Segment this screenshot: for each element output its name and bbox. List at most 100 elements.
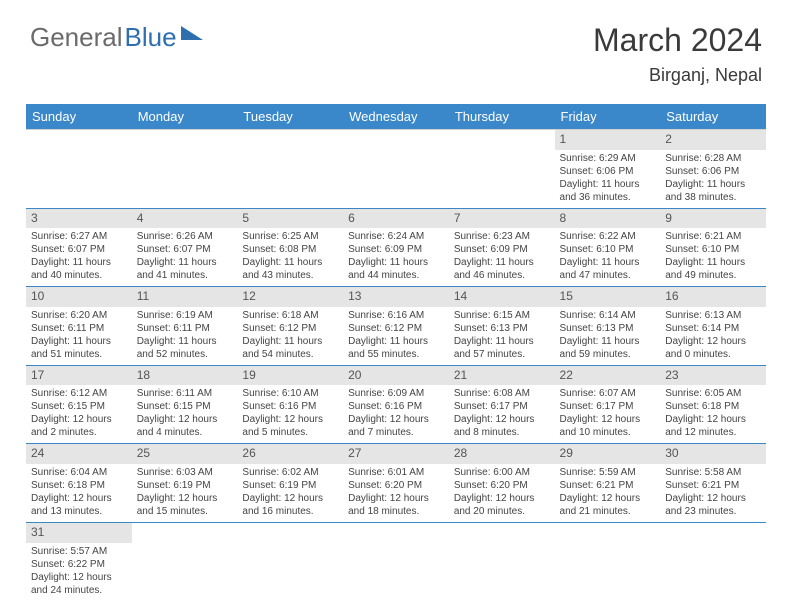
day-d1: Daylight: 12 hours — [665, 335, 761, 348]
day-cell — [237, 130, 343, 209]
day-d1: Daylight: 12 hours — [242, 492, 338, 505]
day-d2: and 54 minutes. — [242, 348, 338, 361]
day-cell — [449, 522, 555, 600]
day-d2: and 43 minutes. — [242, 269, 338, 282]
day-cell — [343, 522, 449, 600]
day-ss: Sunset: 6:20 PM — [348, 479, 444, 492]
day-number: 12 — [237, 287, 343, 307]
day-d2: and 51 minutes. — [31, 348, 127, 361]
day-cell: 10Sunrise: 6:20 AMSunset: 6:11 PMDayligh… — [26, 287, 132, 366]
week-row: 24Sunrise: 6:04 AMSunset: 6:18 PMDayligh… — [26, 444, 766, 523]
col-monday: Monday — [132, 104, 238, 130]
day-d1: Daylight: 12 hours — [137, 492, 233, 505]
day-cell: 14Sunrise: 6:15 AMSunset: 6:13 PMDayligh… — [449, 287, 555, 366]
col-wednesday: Wednesday — [343, 104, 449, 130]
day-cell: 24Sunrise: 6:04 AMSunset: 6:18 PMDayligh… — [26, 444, 132, 523]
day-cell — [660, 522, 766, 600]
day-d1: Daylight: 12 hours — [348, 413, 444, 426]
day-d1: Daylight: 12 hours — [137, 413, 233, 426]
day-sr: Sunrise: 6:21 AM — [665, 230, 761, 243]
day-ss: Sunset: 6:09 PM — [454, 243, 550, 256]
day-ss: Sunset: 6:16 PM — [348, 400, 444, 413]
day-d1: Daylight: 11 hours — [665, 178, 761, 191]
day-sr: Sunrise: 6:27 AM — [31, 230, 127, 243]
day-d1: Daylight: 12 hours — [242, 413, 338, 426]
day-d2: and 49 minutes. — [665, 269, 761, 282]
day-d2: and 18 minutes. — [348, 505, 444, 518]
day-d1: Daylight: 12 hours — [31, 492, 127, 505]
day-d2: and 38 minutes. — [665, 191, 761, 204]
day-ss: Sunset: 6:11 PM — [31, 322, 127, 335]
day-cell: 12Sunrise: 6:18 AMSunset: 6:12 PMDayligh… — [237, 287, 343, 366]
day-number: 25 — [132, 444, 238, 464]
day-number: 6 — [343, 209, 449, 229]
day-ss: Sunset: 6:15 PM — [137, 400, 233, 413]
day-d2: and 7 minutes. — [348, 426, 444, 439]
day-d2: and 57 minutes. — [454, 348, 550, 361]
day-d1: Daylight: 12 hours — [454, 492, 550, 505]
day-sr: Sunrise: 6:09 AM — [348, 387, 444, 400]
day-number: 3 — [26, 209, 132, 229]
day-sr: Sunrise: 6:08 AM — [454, 387, 550, 400]
day-cell: 29Sunrise: 5:59 AMSunset: 6:21 PMDayligh… — [555, 444, 661, 523]
day-cell — [132, 522, 238, 600]
day-number: 4 — [132, 209, 238, 229]
day-d2: and 12 minutes. — [665, 426, 761, 439]
day-number: 1 — [555, 130, 661, 150]
day-ss: Sunset: 6:07 PM — [31, 243, 127, 256]
day-cell: 30Sunrise: 5:58 AMSunset: 6:21 PMDayligh… — [660, 444, 766, 523]
day-d1: Daylight: 11 hours — [31, 256, 127, 269]
day-number: 26 — [237, 444, 343, 464]
day-sr: Sunrise: 6:04 AM — [31, 466, 127, 479]
day-number: 30 — [660, 444, 766, 464]
day-sr: Sunrise: 6:13 AM — [665, 309, 761, 322]
day-cell: 25Sunrise: 6:03 AMSunset: 6:19 PMDayligh… — [132, 444, 238, 523]
day-d1: Daylight: 11 hours — [137, 335, 233, 348]
day-cell: 5Sunrise: 6:25 AMSunset: 6:08 PMDaylight… — [237, 208, 343, 287]
day-cell: 31Sunrise: 5:57 AMSunset: 6:22 PMDayligh… — [26, 522, 132, 600]
col-saturday: Saturday — [660, 104, 766, 130]
day-d2: and 4 minutes. — [137, 426, 233, 439]
day-d2: and 21 minutes. — [560, 505, 656, 518]
day-d1: Daylight: 12 hours — [665, 492, 761, 505]
day-cell: 15Sunrise: 6:14 AMSunset: 6:13 PMDayligh… — [555, 287, 661, 366]
day-cell — [449, 130, 555, 209]
col-friday: Friday — [555, 104, 661, 130]
logo-text-blue: Blue — [125, 22, 177, 53]
day-d1: Daylight: 12 hours — [560, 492, 656, 505]
day-cell: 17Sunrise: 6:12 AMSunset: 6:15 PMDayligh… — [26, 365, 132, 444]
day-ss: Sunset: 6:09 PM — [348, 243, 444, 256]
day-ss: Sunset: 6:06 PM — [665, 165, 761, 178]
day-sr: Sunrise: 6:10 AM — [242, 387, 338, 400]
day-d1: Daylight: 11 hours — [242, 256, 338, 269]
day-d1: Daylight: 11 hours — [665, 256, 761, 269]
logo-sail-icon — [181, 26, 203, 40]
day-d1: Daylight: 11 hours — [242, 335, 338, 348]
day-cell: 9Sunrise: 6:21 AMSunset: 6:10 PMDaylight… — [660, 208, 766, 287]
day-cell: 11Sunrise: 6:19 AMSunset: 6:11 PMDayligh… — [132, 287, 238, 366]
calendar-table: Sunday Monday Tuesday Wednesday Thursday… — [26, 104, 766, 601]
day-cell: 4Sunrise: 6:26 AMSunset: 6:07 PMDaylight… — [132, 208, 238, 287]
day-number: 15 — [555, 287, 661, 307]
day-ss: Sunset: 6:18 PM — [665, 400, 761, 413]
day-d2: and 10 minutes. — [560, 426, 656, 439]
col-tuesday: Tuesday — [237, 104, 343, 130]
day-ss: Sunset: 6:15 PM — [31, 400, 127, 413]
day-number: 2 — [660, 130, 766, 150]
day-ss: Sunset: 6:19 PM — [137, 479, 233, 492]
location-label: Birganj, Nepal — [593, 65, 762, 86]
day-number: 21 — [449, 366, 555, 386]
day-sr: Sunrise: 6:18 AM — [242, 309, 338, 322]
day-sr: Sunrise: 6:25 AM — [242, 230, 338, 243]
day-sr: Sunrise: 6:01 AM — [348, 466, 444, 479]
day-cell: 26Sunrise: 6:02 AMSunset: 6:19 PMDayligh… — [237, 444, 343, 523]
day-cell: 19Sunrise: 6:10 AMSunset: 6:16 PMDayligh… — [237, 365, 343, 444]
day-ss: Sunset: 6:07 PM — [137, 243, 233, 256]
day-d1: Daylight: 12 hours — [348, 492, 444, 505]
day-number: 28 — [449, 444, 555, 464]
day-ss: Sunset: 6:21 PM — [665, 479, 761, 492]
day-cell: 2Sunrise: 6:28 AMSunset: 6:06 PMDaylight… — [660, 130, 766, 209]
day-sr: Sunrise: 6:05 AM — [665, 387, 761, 400]
day-number: 11 — [132, 287, 238, 307]
day-ss: Sunset: 6:20 PM — [454, 479, 550, 492]
